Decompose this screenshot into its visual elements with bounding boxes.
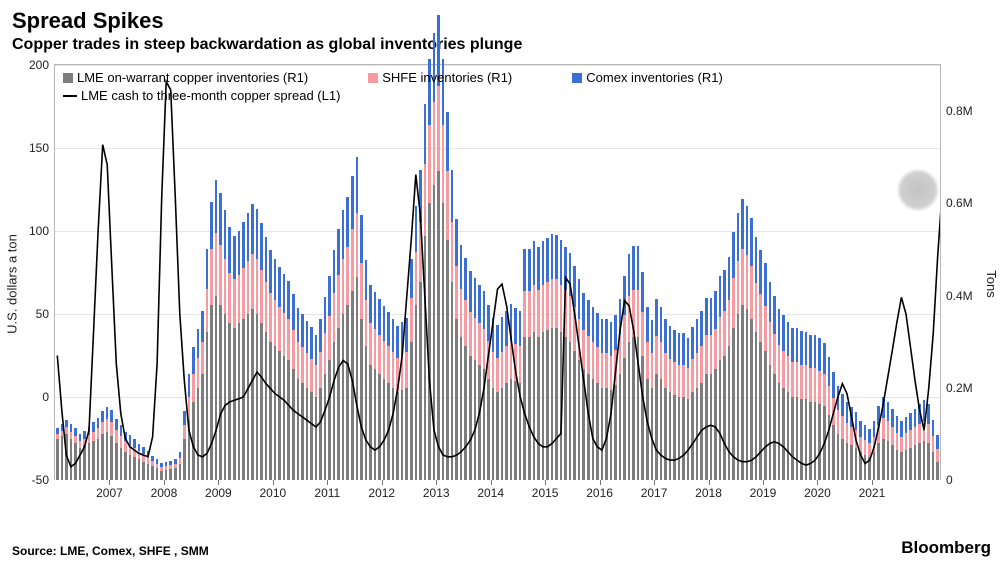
ytick-left: -50 (32, 473, 55, 487)
ytick-left: 0 (42, 390, 55, 404)
legend-label: Comex inventories (R1) (586, 69, 723, 87)
swatch-icon (368, 73, 378, 83)
legend-item-lme-inv: LME on-warrant copper inventories (R1) (63, 69, 308, 87)
legend-item-shfe: SHFE inventories (R1) (368, 69, 512, 87)
y-right-axis-label: Tons (984, 270, 999, 297)
legend-label: LME cash to three-month copper spread (L… (81, 87, 340, 105)
plot-area: LME on-warrant copper inventories (R1) S… (54, 64, 941, 480)
ytick-right: 0 (940, 473, 953, 487)
ytick-left: 50 (36, 307, 55, 321)
legend-item-comex: Comex inventories (R1) (572, 69, 723, 87)
ytick-right: 0.4M (940, 289, 973, 303)
line-layer (55, 65, 940, 480)
legend-item-spread: LME cash to three-month copper spread (L… (63, 87, 340, 105)
ytick-right: 0.2M (940, 381, 973, 395)
chart-title: Spread Spikes (12, 8, 991, 34)
brand-label: Bloomberg (901, 538, 991, 558)
ytick-left: 150 (29, 141, 55, 155)
ytick-right: 0.8M (940, 104, 973, 118)
legend-label: SHFE inventories (R1) (382, 69, 512, 87)
spread-line (57, 82, 940, 467)
ytick-left: 100 (29, 224, 55, 238)
legend: LME on-warrant copper inventories (R1) S… (63, 69, 932, 105)
chart-subtitle: Copper trades in steep backwardation as … (12, 36, 991, 54)
chart-container: U.S. dollars a ton Tons LME on-warrant c… (12, 64, 991, 504)
line-swatch-icon (63, 95, 77, 97)
legend-label: LME on-warrant copper inventories (R1) (77, 69, 308, 87)
spotlight-marker (896, 168, 940, 212)
ytick-right: 0.6M (940, 196, 973, 210)
swatch-icon (63, 73, 73, 83)
source-text: Source: LME, Comex, SHFE , SMM (12, 544, 209, 558)
swatch-icon (572, 73, 582, 83)
y-left-axis-label: U.S. dollars a ton (5, 234, 20, 334)
ytick-left: 200 (29, 58, 55, 72)
